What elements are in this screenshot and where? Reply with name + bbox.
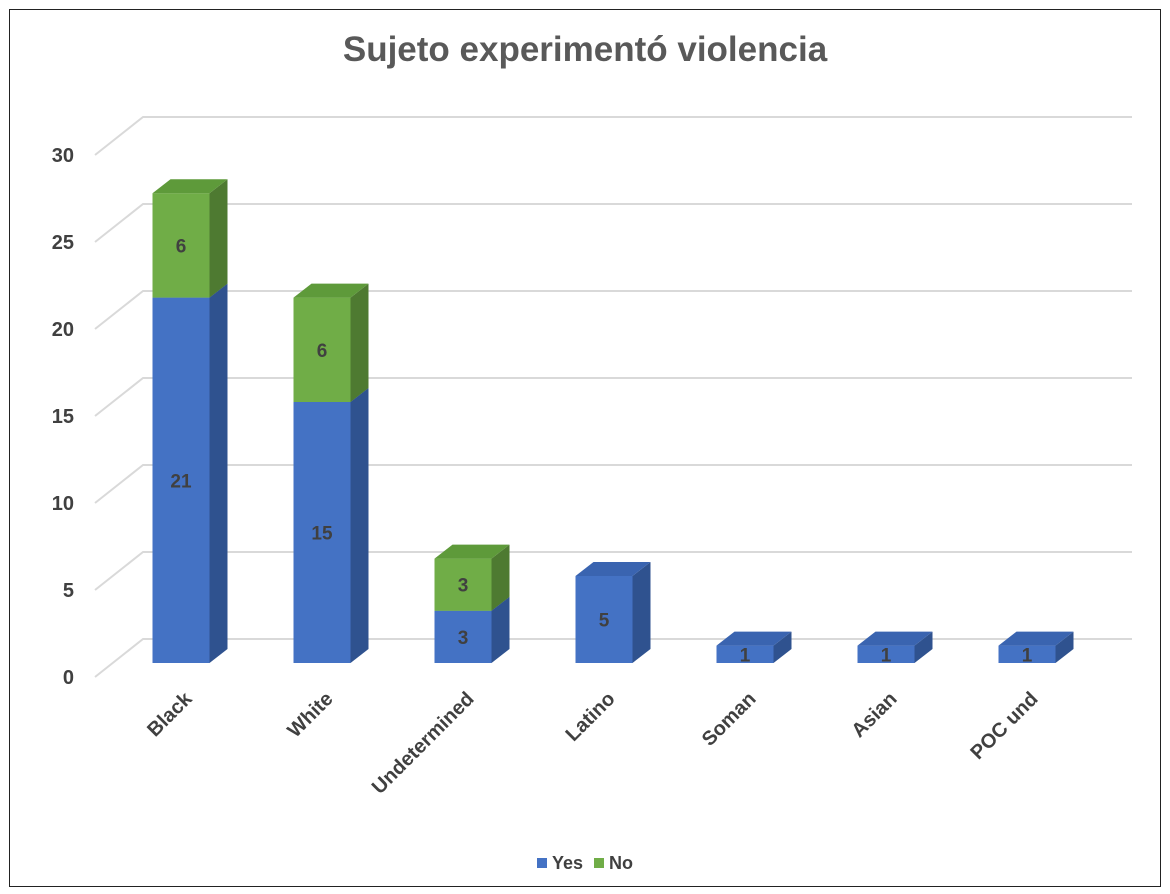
bar-top-yes	[716, 631, 792, 646]
gridline	[94, 551, 1132, 591]
bar-yes	[434, 610, 492, 663]
y-tick-label: 20	[52, 319, 74, 341]
bar-no	[434, 558, 492, 611]
bar-side-yes	[209, 283, 228, 663]
x-tick-label: Black	[143, 687, 197, 741]
gridline	[94, 203, 1132, 243]
legend-item-no: No	[594, 853, 633, 874]
bar-no	[293, 297, 351, 402]
legend-item-yes: Yes	[536, 852, 584, 874]
bar-side-no	[209, 179, 228, 298]
legend-label-yes: Yes	[551, 852, 584, 873]
y-tick-label: 25	[52, 232, 74, 254]
y-tick-label: 30	[52, 145, 74, 167]
chart-title: Sujeto experimentó violencia	[342, 30, 828, 69]
y-tick-label: 5	[63, 580, 74, 602]
gridline	[94, 638, 1132, 678]
y-axis-ticks: 0 5 10 15 20 25 30	[52, 145, 74, 689]
gridline	[94, 377, 1132, 417]
x-tick-label: POC und	[966, 688, 1042, 764]
bar-top-yes	[857, 631, 933, 646]
bar-yes	[857, 645, 915, 663]
data-label-yes: 15	[311, 524, 333, 545]
data-label-yes: 1	[881, 645, 892, 666]
bar-yes	[293, 402, 351, 663]
gridline	[94, 290, 1132, 330]
legend: Yes No	[0, 852, 1170, 874]
bar-side-yes	[350, 388, 369, 663]
bar-side-yes	[773, 631, 792, 663]
x-tick-label: Asian	[847, 688, 901, 742]
data-label-yes: 21	[170, 471, 192, 492]
bar-no	[152, 193, 210, 298]
bar-side-yes	[914, 631, 933, 663]
y-tick-label: 0	[63, 667, 74, 689]
data-labels: 21 6 15 6 3 3 5 1 1 1	[170, 236, 1032, 666]
data-label-yes: 3	[458, 628, 469, 649]
bar-top-yes	[575, 562, 651, 576]
bar-yes	[575, 576, 633, 663]
x-tick-label: White	[283, 688, 337, 742]
bar-side-yes	[491, 596, 510, 663]
data-label-no: 3	[458, 576, 469, 597]
legend-swatch-yes	[536, 858, 547, 868]
gridlines	[94, 116, 1132, 678]
bars	[152, 179, 1074, 663]
bar-yes	[716, 645, 774, 663]
bar-top-yes	[998, 631, 1074, 646]
bar-side-no	[350, 283, 369, 402]
data-label-yes: 1	[1022, 645, 1033, 666]
bar-top-no	[293, 283, 369, 298]
y-tick-label: 15	[52, 406, 74, 428]
bar-top-no	[152, 179, 228, 194]
gridline	[94, 464, 1132, 504]
legend-label-no: No	[609, 852, 634, 873]
bar-yes	[152, 297, 210, 663]
x-tick-label: Latino	[562, 688, 620, 746]
bar-side-yes	[1055, 631, 1074, 663]
bar-yes	[998, 645, 1056, 663]
data-label-yes: 5	[599, 611, 610, 632]
data-label-no: 6	[176, 236, 187, 257]
gridline	[94, 116, 1132, 156]
data-label-no: 6	[317, 341, 328, 362]
x-tick-label: Soman	[698, 688, 761, 751]
x-axis-ticks: Black White Undetermined Latino Soman Asian PO…	[143, 687, 1042, 798]
bar-side-yes	[632, 562, 651, 663]
data-label-yes: 1	[740, 645, 751, 666]
bar-top-no	[434, 544, 510, 559]
x-tick-label: Undetermined	[368, 688, 479, 799]
y-tick-label: 10	[52, 493, 74, 515]
legend-swatch-no	[594, 858, 605, 868]
bar-side-no	[491, 544, 510, 611]
